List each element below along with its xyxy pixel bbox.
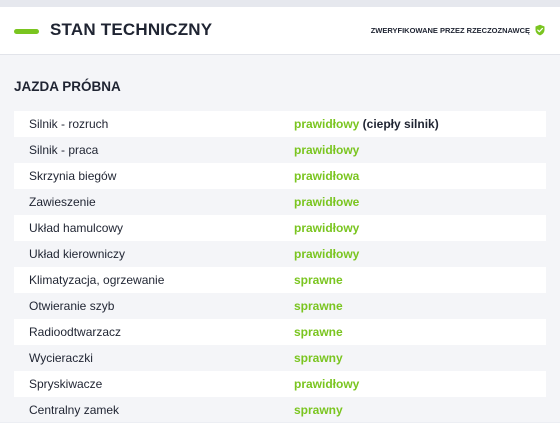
item-label: Silnik - rozruch [29, 117, 109, 131]
item-label: Otwieranie szyb [29, 299, 115, 313]
top-strip [0, 0, 560, 7]
list-item: Silnik - praca prawidłowy [14, 137, 546, 163]
list-item: Układ hamulcowy prawidłowy [14, 215, 546, 241]
item-status: prawidłowe [294, 195, 360, 209]
list-item: Spryskiwacze prawidłowy [14, 371, 546, 397]
item-label: Wycieraczki [29, 351, 93, 365]
item-status: prawidłowy [294, 143, 360, 157]
item-label: Centralny zamek [29, 403, 120, 417]
item-status: sprawny [294, 351, 343, 365]
item-label: Spryskiwacze [29, 377, 103, 391]
item-label: Układ hamulcowy [29, 221, 124, 235]
list-item: Radioodtwarzacz sprawne [14, 319, 546, 345]
item-status: prawidłowy [294, 221, 360, 235]
item-label: Silnik - praca [29, 143, 99, 157]
list-item: Skrzynia biegów prawidłowa [14, 163, 546, 189]
item-status: prawidłowy (ciepły silnik) [294, 117, 439, 131]
list-item: Otwieranie szyb sprawne [14, 293, 546, 319]
item-label: Układ kierowniczy [29, 247, 126, 261]
item-status: sprawne [294, 299, 343, 313]
list-item: Zawieszenie prawidłowe [14, 189, 546, 215]
item-label: Zawieszenie [29, 195, 96, 209]
verified-badge: ZWERYFIKOWANE PRZEZ RZECZOZNAWCĘ [371, 24, 546, 36]
item-note: (ciepły silnik) [359, 117, 439, 131]
item-status: prawidłowa [294, 169, 360, 183]
list-item: Wycieraczki sprawny [14, 345, 546, 371]
section-title: JAZDA PRÓBNA [14, 79, 121, 94]
inspection-list: Silnik - rozruch prawidłowy (ciepły siln… [14, 111, 546, 423]
item-status: sprawne [294, 325, 343, 339]
item-status: sprawne [294, 273, 343, 287]
section-header: STAN TECHNICZNY ZWERYFIKOWANE PRZEZ RZEC… [0, 7, 560, 54]
item-status: prawidłowy [294, 247, 360, 261]
item-status: sprawny [294, 403, 343, 417]
item-status: prawidłowy [294, 377, 360, 391]
divider [0, 54, 560, 55]
verified-label: ZWERYFIKOWANE PRZEZ RZECZOZNAWCĘ [370, 25, 530, 35]
shield-check-icon [535, 24, 545, 36]
accent-bar [14, 29, 39, 34]
list-item: Układ kierowniczy prawidłowy [14, 241, 546, 267]
item-label: Radioodtwarzacz [29, 325, 122, 339]
list-item: Silnik - rozruch prawidłowy (ciepły siln… [14, 111, 546, 137]
list-item: Klimatyzacja, ogrzewanie sprawne [14, 267, 546, 293]
item-label: Skrzynia biegów [29, 169, 117, 183]
item-label: Klimatyzacja, ogrzewanie [29, 273, 165, 287]
page-title: STAN TECHNICZNY [50, 20, 213, 39]
list-item: Centralny zamek sprawny [14, 397, 546, 423]
